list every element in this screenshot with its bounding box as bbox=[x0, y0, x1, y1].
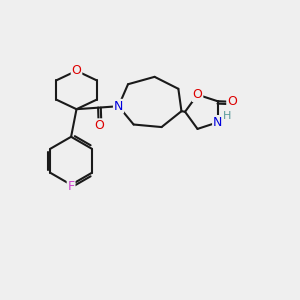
Text: O: O bbox=[94, 119, 104, 132]
Text: O: O bbox=[227, 95, 237, 108]
Text: O: O bbox=[72, 64, 81, 77]
Text: H: H bbox=[223, 111, 231, 121]
Text: N: N bbox=[213, 116, 222, 129]
Text: F: F bbox=[68, 180, 75, 193]
Text: N: N bbox=[114, 100, 123, 113]
Text: O: O bbox=[193, 88, 202, 101]
